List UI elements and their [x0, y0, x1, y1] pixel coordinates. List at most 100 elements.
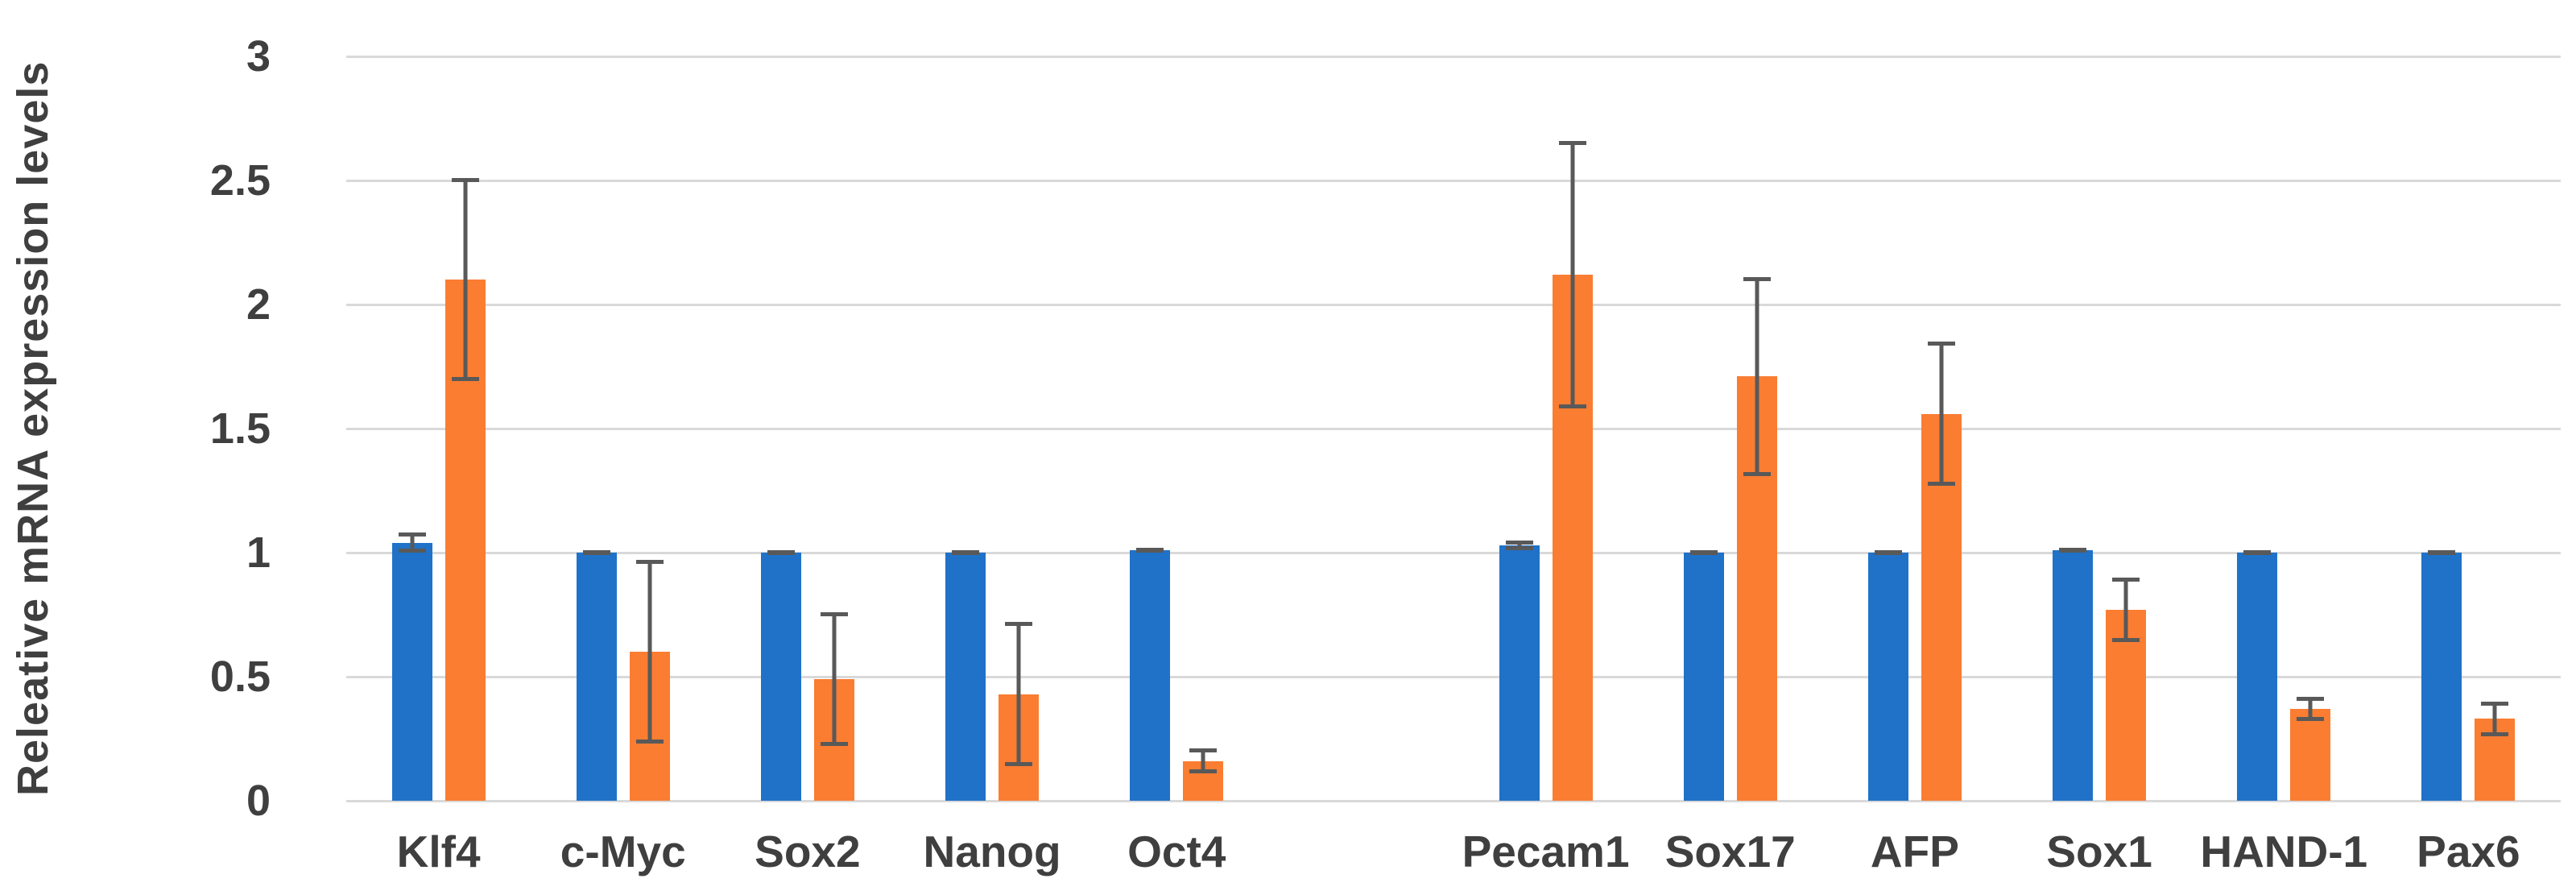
x-tick-label-Nanog: Nanog: [923, 827, 1061, 876]
error-bar-series-orange-HAND-1: [2297, 696, 2325, 722]
x-tick-label-Sox17: Sox17: [1664, 827, 1796, 876]
error-bar-series-orange-Klf4: [451, 177, 479, 382]
error-bar-series-orange-Sox1: [2112, 577, 2140, 642]
error-bar-stem: [1939, 342, 1944, 486]
error-bar-cap-bottom: [767, 551, 795, 556]
error-bar-cap-top: [1927, 342, 1955, 346]
error-bar-series-orange-Sox17: [1743, 277, 1771, 476]
error-bar-series-blue-Nanog: [952, 549, 980, 556]
gridline: [346, 303, 2561, 306]
x-tick-label-Sox1: Sox1: [2046, 827, 2152, 876]
error-bar-cap-bottom: [2059, 548, 2087, 553]
error-bar-stem: [832, 611, 837, 747]
y-tick-label: 1.5: [209, 404, 271, 453]
error-bar-cap-bottom: [582, 551, 610, 556]
error-bar-cap-top: [2112, 577, 2140, 582]
error-bar-stem: [1016, 622, 1021, 766]
error-bar-series-blue-c-Myc: [582, 549, 610, 556]
error-bar-cap-bottom: [1005, 761, 1033, 766]
error-bar-cap-bottom: [1689, 551, 1718, 556]
x-tick-label-AFP: AFP: [1870, 827, 1959, 876]
error-bar-cap-bottom: [952, 551, 980, 556]
error-bar-stem: [463, 177, 468, 382]
error-bar-series-blue-Klf4: [398, 532, 426, 553]
error-bar-cap-bottom: [2481, 731, 2509, 736]
error-bar-cap-bottom: [1136, 548, 1164, 553]
bar-series-blue-HAND-1: [2237, 553, 2278, 801]
error-bar-cap-top: [2481, 701, 2509, 706]
x-tick-label-Oct4: Oct4: [1127, 827, 1226, 876]
bar-series-blue-Klf4: [391, 542, 432, 801]
error-bar-cap-top: [451, 177, 479, 182]
error-bar-series-orange-AFP: [1927, 342, 1955, 486]
x-tick-label-Sox2: Sox2: [755, 827, 861, 876]
error-bar-cap-top: [820, 611, 848, 616]
bar-series-blue-c-Myc: [576, 553, 617, 801]
error-bar-stem: [2308, 696, 2313, 722]
error-bar-cap-bottom: [2243, 551, 2272, 556]
error-bar-cap-bottom: [1189, 769, 1218, 774]
x-tick-label-c-Myc: c-Myc: [560, 827, 686, 876]
error-bar-cap-bottom: [2112, 637, 2140, 642]
error-bar-series-orange-Pecam1: [1558, 140, 1586, 409]
gridline: [346, 55, 2561, 58]
y-tick-label: 2.5: [209, 156, 271, 205]
error-bar-series-blue-Sox1: [2059, 547, 2087, 553]
error-bar-cap-bottom: [820, 742, 848, 747]
error-bar-cap-bottom: [635, 740, 664, 744]
y-tick-label: 1: [246, 528, 271, 577]
error-bar-stem: [2492, 701, 2497, 736]
x-axis-labels: Klf4 c-Myc Sox2 Nanog Oct4 Pecam1 Sox17 AFP Sox1…: [346, 823, 2561, 888]
bar-series-blue-AFP: [1867, 553, 1908, 801]
error-bar-stem: [647, 560, 652, 744]
error-bar-cap-top: [398, 532, 426, 537]
error-bar-stem: [2123, 577, 2128, 642]
error-bar-cap-top: [1743, 277, 1771, 282]
error-bar-series-orange-Sox2: [820, 611, 848, 747]
y-tick-label: 3: [246, 32, 271, 81]
error-bar-series-orange-Pax6: [2481, 701, 2509, 736]
error-bar-cap-bottom: [1743, 471, 1771, 476]
y-tick-label: 0: [246, 777, 271, 825]
error-bar-cap-bottom: [451, 377, 479, 382]
gridline: [346, 427, 2561, 430]
bar-series-blue-Oct4: [1130, 549, 1171, 801]
gridline: [346, 799, 2561, 802]
error-bar-stem: [1517, 540, 1522, 550]
error-bar-stem: [1755, 277, 1759, 476]
error-bar-cap-top: [2297, 696, 2325, 701]
x-tick-label-HAND-1: HAND-1: [2200, 827, 2368, 876]
error-bar-series-blue-AFP: [1874, 549, 1902, 556]
y-tick-label: 2: [246, 280, 271, 329]
error-bar-stem: [1201, 748, 1205, 774]
error-bar-series-blue-Sox17: [1689, 549, 1718, 556]
error-bar-stem: [1570, 140, 1575, 409]
bar-series-blue-Nanog: [945, 553, 986, 801]
error-bar-series-blue-Pecam1: [1505, 540, 1533, 550]
error-bar-cap-bottom: [1558, 404, 1586, 409]
error-bar-cap-top: [1005, 622, 1033, 627]
error-bar-cap-top: [1505, 540, 1533, 545]
x-tick-label-Klf4: Klf4: [396, 827, 481, 876]
error-bar-series-orange-Oct4: [1189, 748, 1218, 774]
bar-series-blue-Pecam1: [1499, 545, 1540, 801]
error-bar-series-blue-Oct4: [1136, 547, 1164, 553]
error-bar-cap-bottom: [2428, 551, 2456, 556]
bar-series-blue-Sox2: [760, 553, 801, 801]
error-bar-series-orange-c-Myc: [635, 560, 664, 744]
error-bar-cap-top: [1189, 748, 1218, 753]
y-tick-label: 0.5: [209, 653, 271, 701]
error-bar-cap-bottom: [1505, 545, 1533, 550]
bar-series-blue-Sox17: [1683, 553, 1724, 801]
error-bar-cap-bottom: [398, 548, 426, 553]
error-bar-series-blue-Sox2: [767, 549, 795, 556]
error-bar-series-blue-Pax6: [2428, 549, 2456, 556]
gridline: [346, 675, 2561, 678]
bar-series-orange-HAND-1: [2290, 709, 2331, 801]
x-tick-label-Pax6: Pax6: [2417, 827, 2520, 876]
x-tick-label-Pecam1: Pecam1: [1462, 827, 1630, 876]
gridline: [346, 551, 2561, 554]
error-bar-stem: [410, 532, 415, 553]
error-bar-cap-top: [635, 560, 664, 565]
